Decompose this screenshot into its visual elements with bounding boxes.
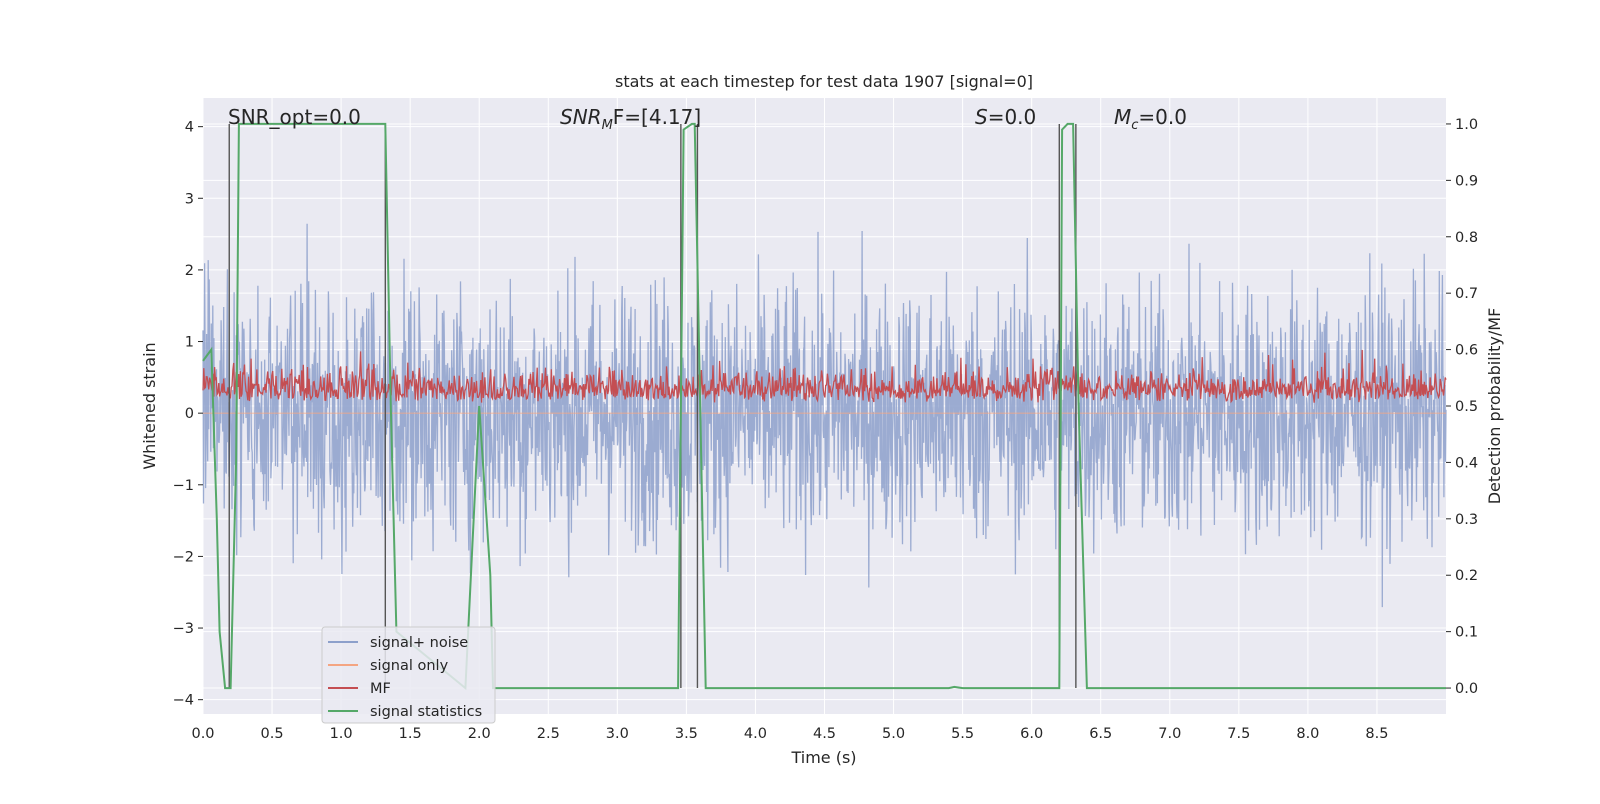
x-tick-label: 3.5 bbox=[675, 726, 698, 742]
y-left-tick-label: 4 bbox=[185, 120, 194, 136]
mc-symbol: M bbox=[1114, 105, 1131, 129]
x-tick-label: 7.5 bbox=[1227, 726, 1250, 742]
legend-label: signal only bbox=[370, 658, 449, 674]
x-tick-label: 3.0 bbox=[606, 726, 629, 742]
signal-noise-series bbox=[202, 223, 1447, 608]
y-right-tick-label: 1.0 bbox=[1455, 117, 1478, 133]
snr-mf-subscript: M bbox=[602, 118, 613, 133]
y-right-tick-label: 0.5 bbox=[1455, 399, 1478, 415]
y-right-tick-label: 0.1 bbox=[1455, 625, 1478, 641]
legend-label: MF bbox=[370, 681, 391, 697]
s-annotation: S=0.0 bbox=[975, 105, 1036, 129]
snr-opt-annotation: SNR_opt=0.0 bbox=[228, 105, 361, 129]
mc-annotation: Mc=0.0 bbox=[1114, 105, 1187, 133]
x-axis-ticks: 0.0 0.5 1.0 1.5 2.0 2.5 3.0 3.5 4.0 4.5 5.0 5.5 6.0 6… bbox=[191, 726, 1388, 742]
x-tick-label: 8.5 bbox=[1365, 726, 1388, 742]
y-left-tick-label: −4 bbox=[173, 693, 194, 709]
mf-line bbox=[202, 349, 1447, 404]
x-tick-label: 7.0 bbox=[1158, 726, 1181, 742]
y-right-tick-label: 0.9 bbox=[1455, 173, 1478, 189]
y-right-tick-label: 0.6 bbox=[1455, 343, 1478, 359]
snr-mf-annotation: SNRMF=[4.17] bbox=[560, 105, 701, 133]
x-tick-label: 4.5 bbox=[813, 726, 836, 742]
y-right-tick-label: 0.0 bbox=[1455, 681, 1478, 697]
legend-box bbox=[321, 626, 496, 724]
legend-label: signal+ noise bbox=[370, 635, 468, 651]
y-right-tick-label: 0.3 bbox=[1455, 512, 1478, 528]
mc-value: =0.0 bbox=[1138, 105, 1187, 129]
x-tick-label: 1.5 bbox=[399, 726, 422, 742]
y-left-tick-label: −1 bbox=[173, 478, 194, 494]
grid bbox=[202, 98, 1446, 714]
chart-title: stats at each timestep for test data 190… bbox=[615, 72, 1033, 91]
x-tick-label: 4.0 bbox=[744, 726, 767, 742]
signal-noise-line bbox=[202, 223, 1447, 608]
y-right-tick-label: 0.7 bbox=[1455, 286, 1478, 302]
y-left-tick-label: 1 bbox=[185, 335, 194, 351]
y-left-tick-label: 3 bbox=[185, 191, 194, 207]
legend: signal+ noise signal only MF signal statist… bbox=[321, 626, 496, 724]
s-value: =0.0 bbox=[988, 105, 1037, 129]
y-left-tick-label: −3 bbox=[173, 621, 194, 637]
y-left-axis-label: Whitened strain bbox=[140, 342, 159, 469]
s-symbol: S bbox=[975, 105, 988, 129]
mc-subscript: c bbox=[1131, 118, 1138, 133]
x-tick-label: 6.0 bbox=[1020, 726, 1043, 742]
x-tick-label: 2.5 bbox=[537, 726, 560, 742]
y-left-axis-ticks: 4 3 2 1 0 −1 −2 −3 −4 bbox=[173, 120, 203, 709]
y-right-tick-label: 0.2 bbox=[1455, 568, 1478, 584]
y-right-tick-label: 0.4 bbox=[1455, 455, 1478, 471]
x-tick-label: 0.5 bbox=[261, 726, 284, 742]
x-tick-label: 0.0 bbox=[191, 726, 214, 742]
y-right-axis-label: Detection probability/MF bbox=[1485, 308, 1504, 505]
x-tick-label: 2.0 bbox=[468, 726, 491, 742]
y-left-tick-label: 2 bbox=[185, 263, 194, 279]
y-right-axis-ticks: 1.0 0.9 0.8 0.7 0.6 0.5 0.4 0.3 0.2 0.1 0.0 bbox=[1446, 117, 1478, 697]
x-tick-label: 5.0 bbox=[882, 726, 905, 742]
y-left-tick-label: 0 bbox=[185, 406, 194, 422]
x-axis-label: Time (s) bbox=[790, 748, 856, 767]
mf-series bbox=[202, 349, 1447, 404]
x-tick-label: 8.0 bbox=[1296, 726, 1319, 742]
legend-label: signal statistics bbox=[370, 704, 482, 720]
x-tick-label: 5.5 bbox=[951, 726, 974, 742]
snr-mf-suffix: F=[4.17] bbox=[613, 105, 701, 129]
snr-mf-prefix: SNR bbox=[560, 105, 602, 129]
y-right-tick-label: 0.8 bbox=[1455, 230, 1478, 246]
x-tick-label: 1.0 bbox=[330, 726, 353, 742]
y-left-tick-label: −2 bbox=[173, 549, 194, 565]
x-tick-label: 6.5 bbox=[1089, 726, 1112, 742]
